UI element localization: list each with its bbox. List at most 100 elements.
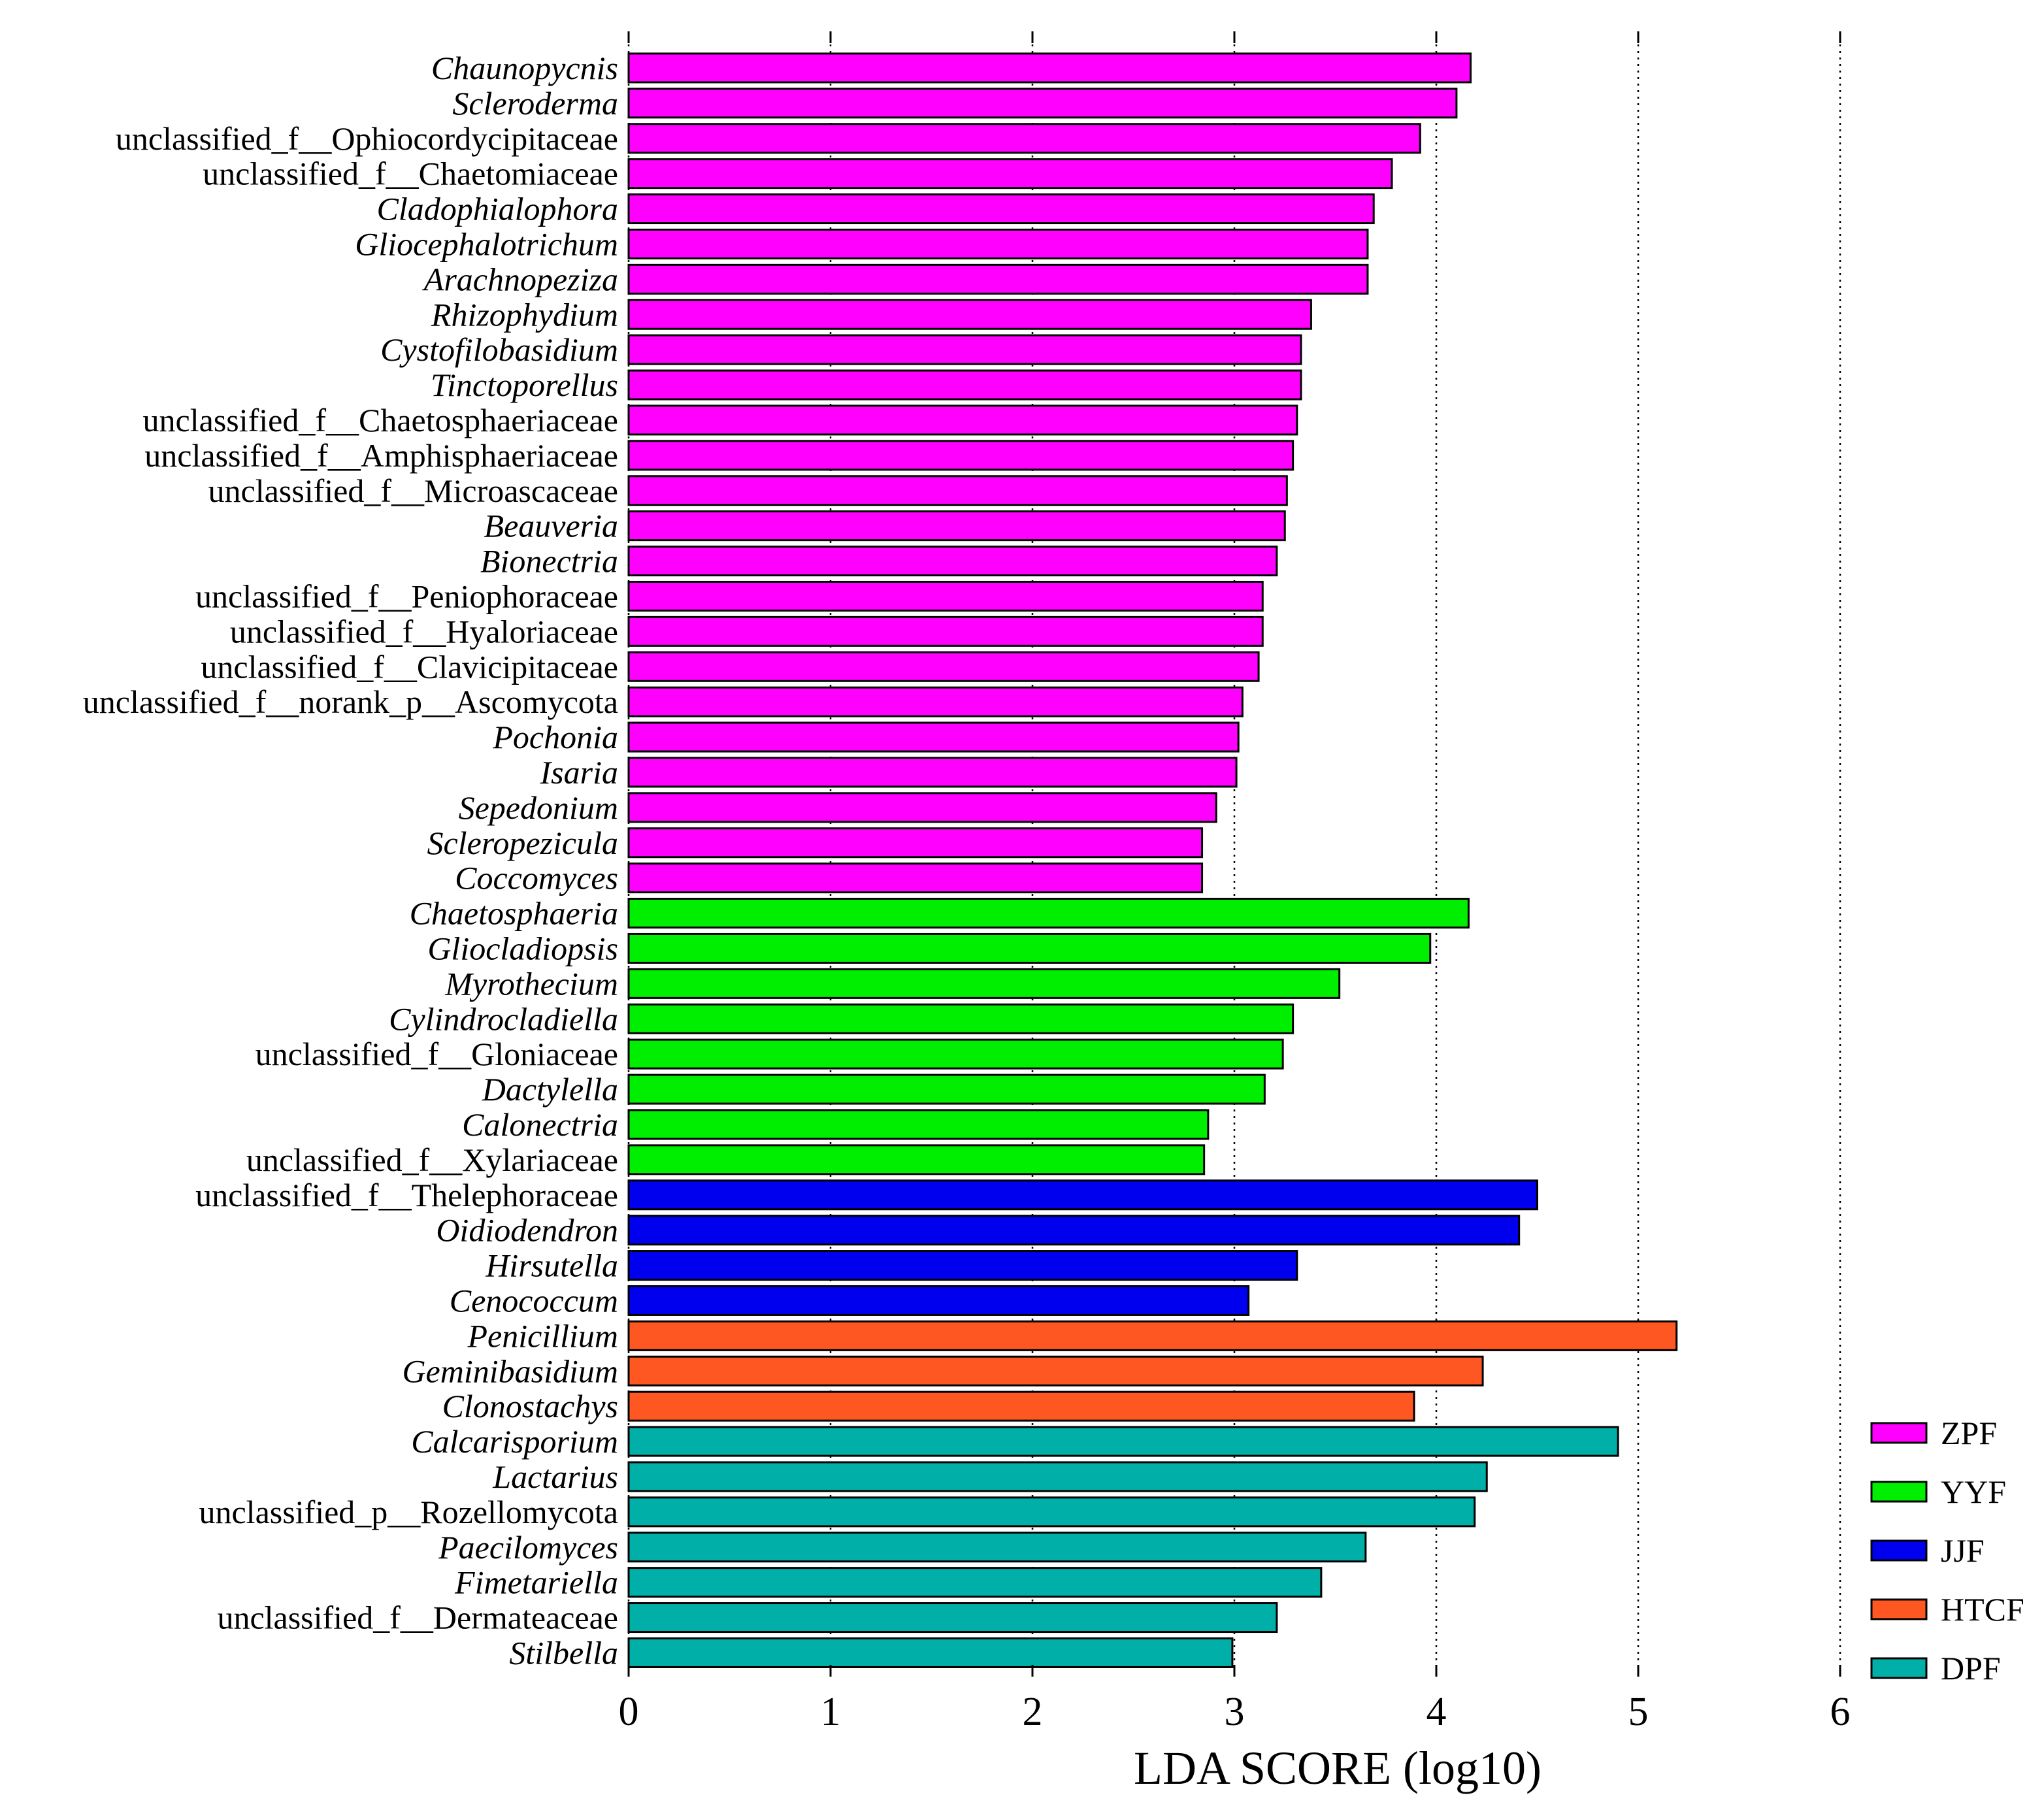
category-label: Sepedonium — [459, 789, 618, 826]
category-label: unclassified_f__Amphisphaeriaceae — [144, 437, 618, 474]
bar-zpf — [627, 369, 1302, 401]
bar-yyf — [627, 898, 1470, 929]
bar-htcf — [627, 1320, 1678, 1351]
bar-yyf — [627, 1074, 1266, 1105]
x-tick-label: 4 — [1426, 1690, 1447, 1734]
bar-dpf — [627, 1637, 1234, 1668]
bar-yyf — [627, 968, 1341, 999]
category-label: Isaria — [540, 754, 618, 791]
x-tick-label: 2 — [1023, 1690, 1043, 1734]
bar-zpf — [627, 580, 1264, 612]
category-label: unclassified_p__Rozellomycota — [199, 1494, 618, 1530]
bars — [627, 52, 1678, 1668]
bar-zpf — [627, 88, 1458, 119]
x-axis-title: LDA SCORE (log10) — [1134, 1742, 1541, 1794]
category-label: Dactylella — [482, 1071, 618, 1108]
bar-yyf — [627, 1038, 1284, 1070]
category-label: Gliocephalotrichum — [355, 225, 618, 262]
bar-zpf — [627, 862, 1204, 894]
category-label: Bionectria — [480, 543, 618, 580]
category-label: Oidiodendron — [436, 1212, 618, 1249]
category-label: unclassified_f__Microascaceae — [208, 472, 618, 509]
category-label: Tinctoporellus — [431, 367, 618, 403]
bar-jjf — [627, 1285, 1250, 1316]
category-label: Arachnopeziza — [422, 261, 618, 297]
legend-swatch-jjf — [1870, 1539, 1928, 1562]
category-label: Penicillium — [467, 1317, 619, 1354]
category-label: unclassified_f__norank_p__Ascomycota — [83, 683, 618, 720]
bar-zpf — [627, 616, 1264, 647]
x-tick-label: 6 — [1830, 1690, 1851, 1734]
category-label: Cenococcum — [450, 1282, 618, 1319]
category-label: unclassified_f__Chaetosphaeriaceae — [143, 402, 618, 438]
category-label: unclassified_f__Dermateaceae — [217, 1600, 618, 1636]
category-label: unclassified_f__Peniophoraceae — [195, 578, 618, 614]
bar-zpf — [627, 193, 1375, 225]
bar-zpf — [627, 757, 1238, 788]
category-label: Rhizophydium — [431, 296, 618, 333]
category-label: Beauveria — [484, 508, 618, 544]
category-label: Pochonia — [492, 719, 618, 755]
bar-htcf — [627, 1355, 1484, 1387]
x-axis: 0 1 2 3 4 5 6 — [619, 31, 1851, 1734]
category-label: unclassified_f__Hyaloriaceae — [230, 613, 618, 649]
legend-swatch-yyf — [1870, 1481, 1928, 1503]
bar-zpf — [627, 792, 1217, 823]
bar-zpf — [627, 475, 1288, 506]
bar-yyf — [627, 1144, 1206, 1175]
legend: ZPF YYF JJF HTCF DPF — [1870, 1415, 2024, 1686]
legend-label-zpf: ZPF — [1941, 1415, 1997, 1451]
bar-zpf — [627, 546, 1278, 577]
bar-dpf — [627, 1461, 1488, 1492]
category-label: unclassified_f__Clavicipitaceae — [201, 648, 618, 685]
bar-dpf — [627, 1532, 1367, 1563]
bar-yyf — [627, 1003, 1294, 1034]
category-label: Coccomyces — [455, 860, 618, 896]
category-label: Scleropezicula — [427, 825, 618, 861]
category-label: Myrothecium — [444, 965, 618, 1002]
bar-jjf — [627, 1250, 1298, 1281]
bar-zpf — [627, 299, 1312, 330]
category-label: Lactarius — [492, 1458, 618, 1495]
bar-jjf — [627, 1215, 1521, 1246]
bar-jjf — [627, 1179, 1538, 1211]
bar-zpf — [627, 228, 1369, 259]
bar-yyf — [627, 1109, 1210, 1140]
bar-zpf — [627, 263, 1369, 295]
category-label: Calonectria — [462, 1106, 618, 1143]
category-label: Cylindrocladiella — [389, 1000, 618, 1037]
bar-yyf — [627, 932, 1432, 964]
x-tick-label: 3 — [1225, 1690, 1245, 1734]
bar-zpf — [627, 158, 1393, 189]
category-label: Cystofilobasidium — [380, 331, 618, 368]
legend-swatch-zpf — [1870, 1422, 1928, 1444]
category-label: Clonostachys — [442, 1388, 618, 1424]
category-label: Geminibasidium — [402, 1353, 618, 1389]
bar-zpf — [627, 123, 1421, 154]
bar-zpf — [627, 52, 1472, 84]
category-label: Chaunopycnis — [431, 50, 618, 86]
category-label: Calcarisporium — [411, 1423, 618, 1460]
category-label: Stilbella — [509, 1634, 618, 1671]
bar-dpf — [627, 1426, 1619, 1457]
category-label: unclassified_f__Xylariaceae — [246, 1141, 618, 1178]
bar-zpf — [627, 721, 1240, 753]
bar-zpf — [627, 404, 1298, 436]
x-tick-label: 5 — [1628, 1690, 1649, 1734]
category-label: Paecilomyces — [438, 1529, 618, 1566]
bar-dpf — [627, 1567, 1323, 1598]
bar-htcf — [627, 1390, 1415, 1422]
legend-swatch-dpf — [1870, 1657, 1928, 1679]
legend-label-jjf: JJF — [1941, 1532, 1985, 1569]
category-label: Chaetosphaeria — [410, 895, 618, 932]
category-label: unclassified_f__Gloniaceae — [256, 1036, 618, 1072]
legend-label-htcf: HTCF — [1941, 1591, 2024, 1628]
category-label: Scleroderma — [452, 85, 618, 122]
bar-zpf — [627, 686, 1244, 717]
bar-zpf — [627, 334, 1302, 365]
category-label: Gliocladiopsis — [427, 930, 618, 966]
x-tick-label: 1 — [821, 1690, 841, 1734]
legend-swatch-htcf — [1870, 1598, 1928, 1620]
bar-zpf — [627, 827, 1204, 859]
